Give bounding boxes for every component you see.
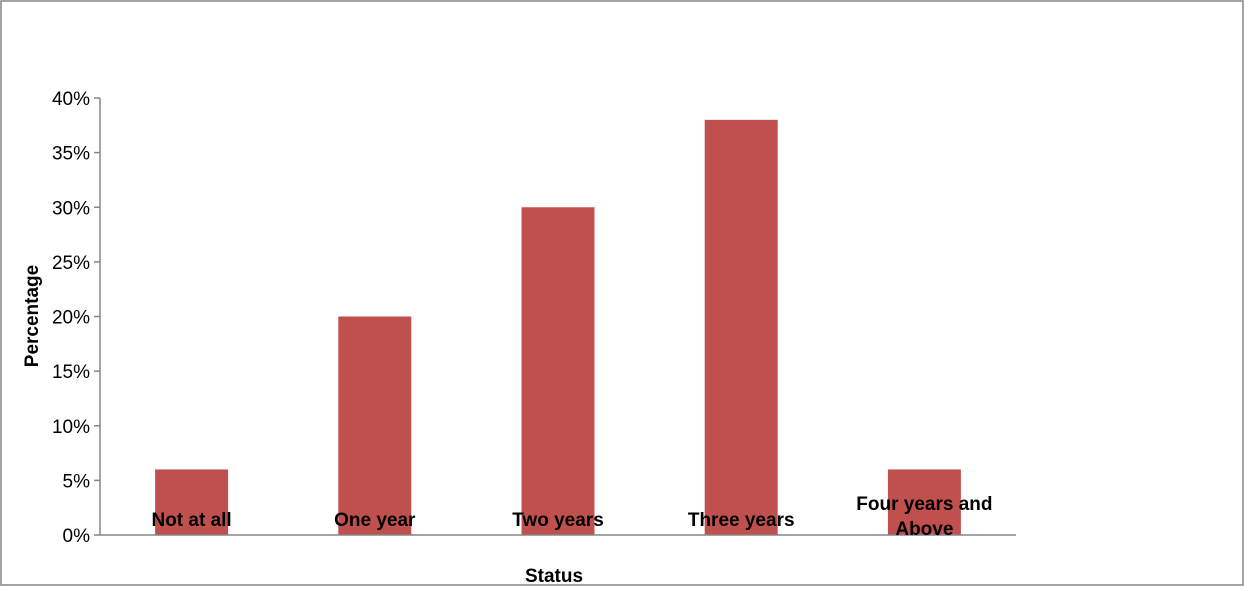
- x-axis-labels: Not at all One year Two years Three years Fo…: [151, 494, 992, 540]
- x-axis-title: Status: [525, 566, 583, 586]
- bar: [521, 207, 595, 535]
- y-tick-label: 15%: [52, 362, 90, 383]
- x-category-label: Two years: [512, 510, 604, 531]
- bar: [704, 119, 778, 535]
- bar: [155, 469, 229, 535]
- bars: [155, 119, 961, 535]
- y-tick-label: 20%: [52, 308, 90, 329]
- x-category-label: Three years: [688, 510, 795, 531]
- bar: [887, 469, 961, 535]
- y-tick-label: 30%: [52, 198, 90, 219]
- y-tick-label: 5%: [63, 471, 91, 492]
- x-category-label: Four years and Above: [856, 494, 992, 540]
- y-tick-label: 25%: [52, 253, 90, 274]
- y-tick-label: 10%: [52, 417, 90, 438]
- x-category-label: One year: [334, 510, 416, 531]
- y-tick-label: 35%: [52, 144, 90, 165]
- bar: [338, 316, 412, 535]
- y-axis-ticks: 0% 5% 10% 15% 20% 25% 30% 35% 40%: [52, 89, 100, 547]
- y-axis-title: Percentage: [22, 265, 43, 367]
- x-category-label: Not at all: [151, 510, 231, 531]
- y-tick-label: 0%: [63, 526, 91, 547]
- y-tick-label: 40%: [52, 89, 90, 110]
